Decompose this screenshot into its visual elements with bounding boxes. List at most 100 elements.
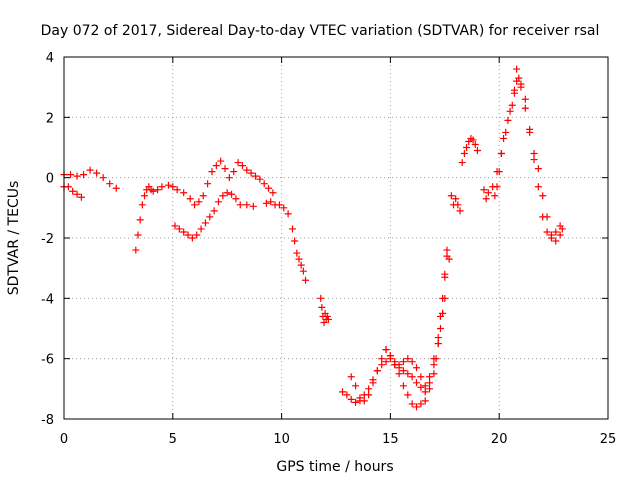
data-point bbox=[404, 370, 412, 378]
data-point bbox=[445, 255, 453, 263]
data-point bbox=[399, 382, 407, 390]
data-point bbox=[378, 361, 386, 369]
data-point bbox=[482, 195, 490, 203]
y-tick-label: 4 bbox=[46, 51, 54, 66]
data-point bbox=[413, 379, 421, 387]
data-point bbox=[521, 104, 529, 112]
data-point bbox=[318, 303, 326, 311]
data-point bbox=[284, 210, 292, 218]
data-point bbox=[195, 198, 203, 206]
data-point bbox=[184, 231, 192, 239]
data-point bbox=[515, 74, 523, 82]
data-point bbox=[136, 216, 144, 224]
data-point bbox=[508, 101, 516, 109]
data-point bbox=[149, 187, 157, 195]
data-point bbox=[275, 201, 283, 209]
y-tick-label: 0 bbox=[46, 172, 54, 187]
data-point bbox=[73, 172, 81, 180]
data-point bbox=[236, 201, 244, 209]
data-point bbox=[228, 190, 236, 198]
data-point bbox=[530, 150, 538, 158]
data-point bbox=[460, 150, 468, 158]
data-point bbox=[421, 388, 429, 396]
data-point bbox=[506, 107, 514, 115]
y-axis-title: SDTVAR / TECUs bbox=[6, 181, 22, 296]
data-point bbox=[471, 140, 479, 148]
data-point bbox=[543, 228, 551, 236]
data-point bbox=[247, 169, 255, 177]
y-tick-label: -6 bbox=[41, 353, 54, 368]
data-point bbox=[80, 171, 88, 179]
data-point bbox=[408, 358, 416, 366]
x-tick-label: 5 bbox=[169, 432, 177, 447]
data-point bbox=[201, 219, 209, 227]
data-point bbox=[132, 246, 140, 254]
data-point bbox=[323, 312, 331, 320]
data-point bbox=[141, 192, 149, 200]
data-point bbox=[225, 174, 233, 182]
data-point bbox=[404, 355, 412, 363]
data-point bbox=[373, 367, 381, 375]
data-point bbox=[395, 361, 403, 369]
data-point bbox=[399, 358, 407, 366]
data-point bbox=[208, 168, 216, 176]
data-point bbox=[360, 397, 368, 405]
data-point bbox=[199, 192, 207, 200]
data-point bbox=[534, 183, 542, 191]
data-point bbox=[352, 382, 360, 390]
x-tick-label: 10 bbox=[273, 432, 290, 447]
data-point bbox=[212, 162, 220, 170]
data-point bbox=[171, 222, 179, 230]
data-point bbox=[269, 189, 277, 197]
data-point bbox=[99, 174, 107, 182]
x-tick-label: 25 bbox=[600, 432, 617, 447]
data-point bbox=[138, 201, 146, 209]
data-point bbox=[365, 391, 373, 399]
data-point bbox=[493, 183, 501, 191]
data-point bbox=[500, 134, 508, 142]
data-point bbox=[408, 400, 416, 408]
data-point bbox=[204, 180, 212, 188]
data-point bbox=[280, 204, 288, 212]
y-tick-label: -2 bbox=[41, 232, 54, 247]
data-point bbox=[291, 237, 299, 245]
data-point bbox=[249, 202, 257, 210]
data-point bbox=[421, 382, 429, 390]
data-point bbox=[517, 80, 525, 88]
data-point bbox=[339, 388, 347, 396]
data-point bbox=[295, 255, 303, 263]
data-point bbox=[469, 136, 477, 144]
data-point bbox=[69, 187, 77, 195]
data-point bbox=[491, 192, 499, 200]
data-point bbox=[556, 231, 564, 239]
data-point bbox=[260, 180, 268, 188]
data-point bbox=[447, 192, 455, 200]
data-point bbox=[378, 355, 386, 363]
data-point bbox=[521, 95, 529, 103]
data-point bbox=[399, 367, 407, 375]
data-point bbox=[86, 166, 94, 174]
data-point bbox=[454, 201, 462, 209]
data-point bbox=[365, 385, 373, 393]
data-point bbox=[426, 379, 434, 387]
data-point bbox=[417, 400, 425, 408]
data-point bbox=[382, 358, 390, 366]
data-point bbox=[67, 171, 75, 179]
data-point bbox=[547, 231, 555, 239]
grid-lines bbox=[64, 57, 608, 419]
data-point bbox=[356, 394, 364, 402]
data-point bbox=[543, 213, 551, 221]
data-point bbox=[180, 189, 188, 197]
data-point bbox=[430, 355, 438, 363]
data-point bbox=[413, 364, 421, 372]
data-point bbox=[395, 370, 403, 378]
data-point bbox=[214, 198, 222, 206]
data-point bbox=[495, 168, 503, 176]
data-point bbox=[112, 184, 120, 192]
data-point bbox=[539, 192, 547, 200]
data-point bbox=[413, 403, 421, 411]
y-tick-label: -8 bbox=[41, 413, 54, 428]
data-point bbox=[251, 172, 259, 180]
data-point bbox=[302, 276, 310, 284]
